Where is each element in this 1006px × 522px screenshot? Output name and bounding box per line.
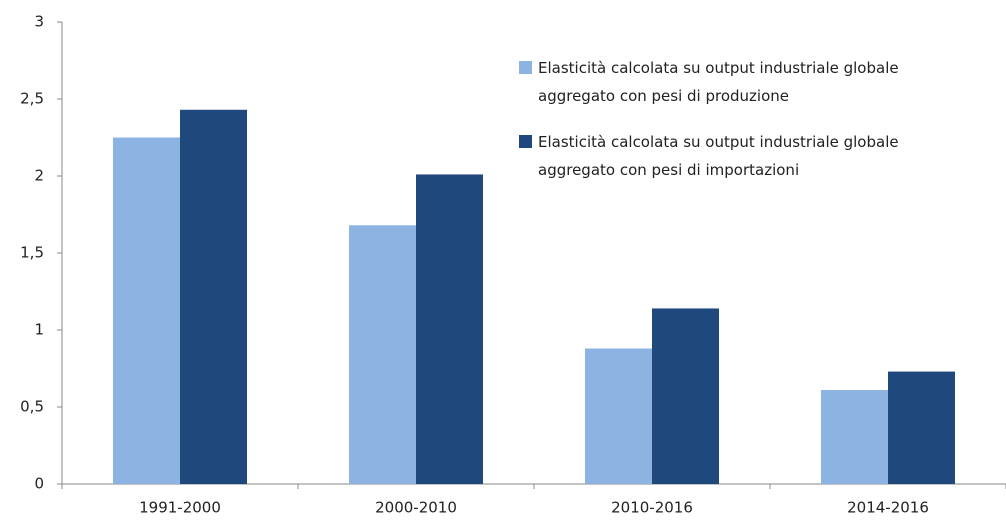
bar [113, 137, 180, 484]
y-tick-label: 0,5 [20, 398, 44, 416]
legend-item: Elasticità calcolata su output industria… [519, 128, 989, 184]
legend-swatch [519, 135, 532, 148]
legend-item: Elasticità calcolata su output industria… [519, 54, 989, 110]
bar [416, 174, 483, 484]
y-tick-label: 1,5 [20, 244, 44, 262]
x-tick-label: 2000-2010 [375, 499, 457, 517]
bar [652, 308, 719, 484]
x-tick-label: 1991-2000 [139, 499, 221, 517]
x-tick-label: 2010-2016 [611, 499, 693, 517]
y-tick-label: 2 [34, 167, 44, 185]
bar [585, 348, 652, 484]
y-tick-label: 2,5 [20, 90, 44, 108]
legend-swatch [519, 61, 532, 74]
y-tick-label: 3 [34, 13, 44, 31]
bar [180, 109, 247, 484]
y-tick-label: 1 [34, 321, 44, 339]
legend-label: Elasticità calcolata su output industria… [538, 59, 899, 105]
bar [349, 225, 416, 484]
x-tick-label: 2014-2016 [847, 499, 929, 517]
y-tick-label: 0 [34, 475, 44, 493]
bar [888, 371, 955, 484]
legend: Elasticità calcolata su output industria… [519, 54, 989, 202]
legend-label: Elasticità calcolata su output industria… [538, 133, 899, 179]
bar [821, 390, 888, 484]
